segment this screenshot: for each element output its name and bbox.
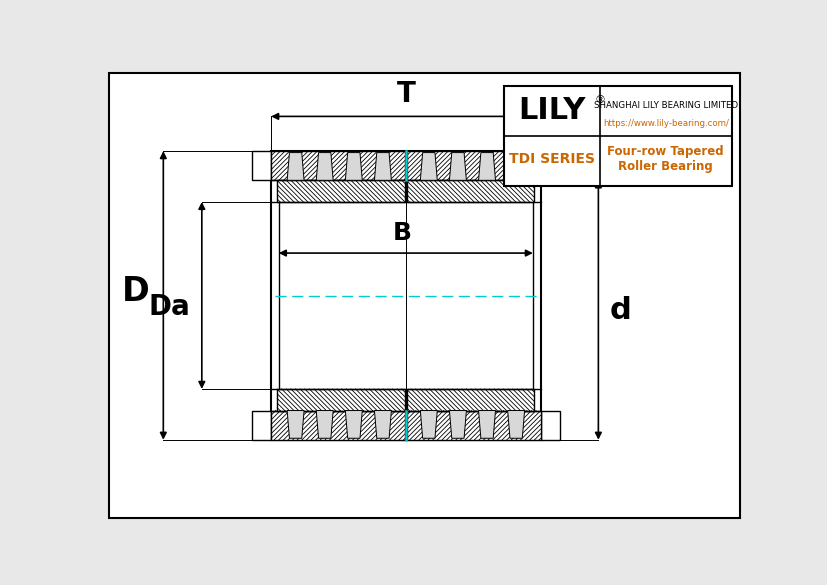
Polygon shape — [316, 153, 332, 180]
Polygon shape — [374, 153, 391, 180]
Polygon shape — [287, 153, 304, 180]
Polygon shape — [406, 180, 533, 202]
Bar — [251, 151, 270, 180]
Text: ®: ® — [594, 95, 605, 105]
Text: d: d — [609, 295, 630, 325]
Text: Four-row Tapered
Roller Bearing: Four-row Tapered Roller Bearing — [607, 144, 723, 173]
Polygon shape — [287, 411, 304, 438]
Polygon shape — [507, 411, 524, 438]
Polygon shape — [449, 153, 466, 180]
Text: B: B — [392, 221, 411, 245]
Polygon shape — [507, 153, 524, 180]
Text: https://www.lily-bearing.com/: https://www.lily-bearing.com/ — [602, 119, 728, 128]
Polygon shape — [374, 411, 391, 438]
Bar — [504, 85, 731, 185]
Polygon shape — [420, 411, 437, 438]
Polygon shape — [406, 151, 540, 180]
Polygon shape — [316, 411, 332, 438]
Polygon shape — [406, 389, 533, 411]
Bar — [540, 151, 559, 180]
Polygon shape — [345, 411, 362, 438]
Bar — [251, 411, 270, 440]
Polygon shape — [270, 151, 404, 180]
Text: TDI SERIES: TDI SERIES — [509, 152, 595, 166]
Polygon shape — [277, 389, 404, 411]
Polygon shape — [478, 411, 495, 438]
Text: LILY: LILY — [518, 96, 586, 125]
Text: D: D — [122, 275, 150, 308]
Polygon shape — [406, 411, 540, 440]
Polygon shape — [270, 411, 404, 440]
Polygon shape — [478, 153, 495, 180]
Polygon shape — [277, 180, 404, 202]
Bar — [270, 151, 540, 440]
Polygon shape — [449, 411, 466, 438]
Bar — [540, 411, 559, 440]
Text: da: da — [609, 154, 643, 178]
Text: SHANGHAI LILY BEARING LIMITED: SHANGHAI LILY BEARING LIMITED — [593, 101, 737, 110]
Text: T: T — [396, 80, 415, 108]
Polygon shape — [420, 153, 437, 180]
Text: Da: Da — [148, 293, 190, 321]
Polygon shape — [345, 153, 362, 180]
